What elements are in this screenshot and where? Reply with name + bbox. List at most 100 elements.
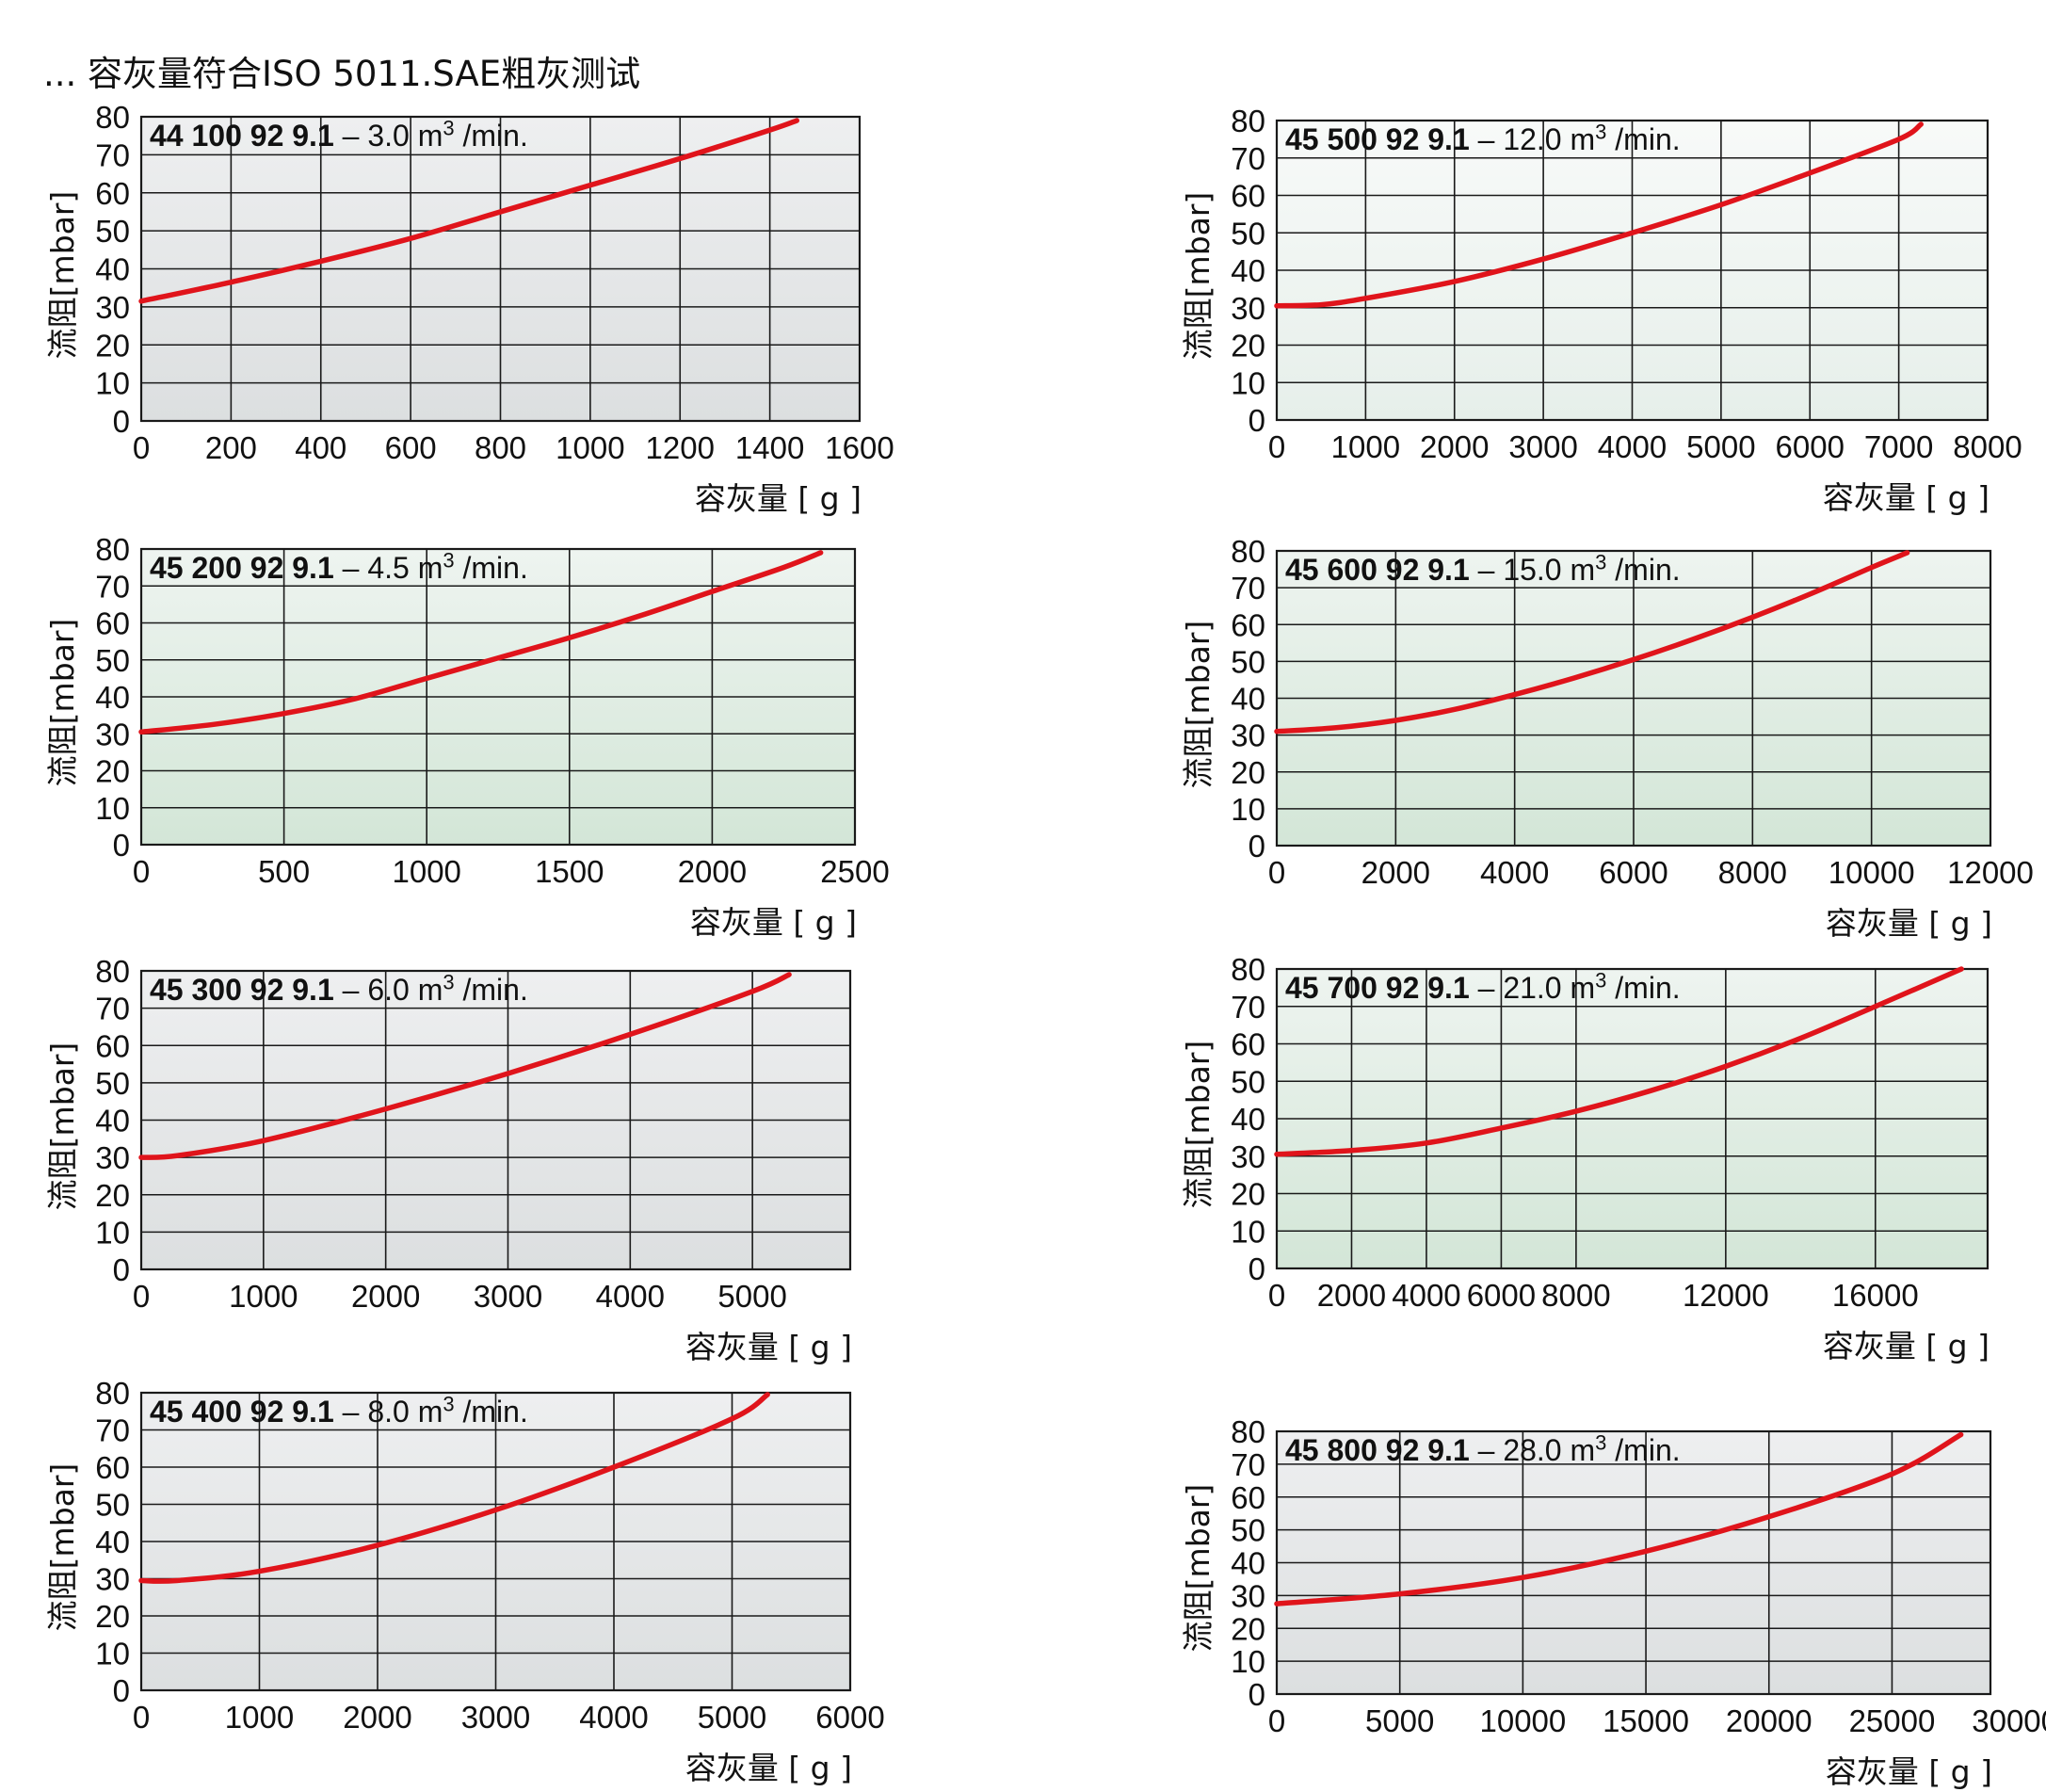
flow-rate: – 8.0 m bbox=[342, 1395, 443, 1429]
y-tick-label: 40 bbox=[95, 252, 130, 287]
x-tick-label: 16000 bbox=[1832, 1278, 1919, 1313]
unit-exponent: 3 bbox=[443, 1392, 455, 1416]
unit-exponent: 3 bbox=[1595, 968, 1607, 993]
x-tick-label: 5000 bbox=[1365, 1703, 1434, 1738]
x-tick-label: 1000 bbox=[1331, 429, 1400, 464]
x-tick-label: 2000 bbox=[1361, 855, 1430, 890]
y-tick-label: 40 bbox=[1231, 1546, 1265, 1581]
y-axis-label: 流阻[mbar] bbox=[1180, 192, 1216, 361]
unit-exponent: 3 bbox=[1595, 120, 1607, 144]
y-axis-label: 流阻[mbar] bbox=[44, 190, 81, 360]
flow-unit: /min. bbox=[454, 119, 528, 153]
y-tick-label: 70 bbox=[95, 137, 130, 172]
y-tick-label: 10 bbox=[95, 1215, 130, 1250]
pressure-curve bbox=[138, 550, 824, 735]
y-tick-label: 10 bbox=[1231, 1214, 1265, 1249]
unit-exponent: 3 bbox=[443, 548, 455, 573]
y-tick-label: 0 bbox=[1249, 1677, 1265, 1712]
x-tick-label: 1000 bbox=[556, 430, 624, 465]
flow-rate: – 6.0 m bbox=[342, 973, 443, 1007]
plot-frame bbox=[1275, 119, 1990, 422]
model-number: 45 500 92 9.1 bbox=[1285, 122, 1470, 156]
y-tick-label: 10 bbox=[1231, 365, 1265, 400]
x-tick-label: 0 bbox=[133, 1700, 150, 1735]
chart-title: 44 100 92 9.1 – 3.0 m3 /min. bbox=[150, 116, 528, 153]
unit-exponent: 3 bbox=[443, 970, 455, 994]
y-tick-label: 80 bbox=[95, 532, 130, 567]
y-tick-label: 40 bbox=[1231, 253, 1265, 288]
x-axis-label: 容灰量 [ g ] bbox=[685, 1329, 852, 1365]
y-tick-label: 60 bbox=[1231, 179, 1265, 214]
chart-title: 45 600 92 9.1 – 15.0 m3 /min. bbox=[1285, 552, 1681, 588]
y-tick-label: 0 bbox=[113, 828, 130, 863]
y-tick-label: 60 bbox=[1231, 607, 1265, 642]
flow-rate: – 12.0 m bbox=[1477, 122, 1596, 156]
y-tick-label: 20 bbox=[1231, 329, 1265, 363]
model-number: 45 800 92 9.1 bbox=[1285, 1433, 1470, 1467]
x-tick-label: 10000 bbox=[1829, 855, 1915, 890]
x-tick-label: 4000 bbox=[1480, 855, 1549, 890]
y-tick-label: 70 bbox=[95, 992, 130, 1026]
y-tick-label: 0 bbox=[1249, 829, 1265, 864]
y-tick-label: 10 bbox=[95, 791, 130, 826]
y-tick-label: 0 bbox=[113, 404, 130, 439]
x-tick-label: 5000 bbox=[1686, 429, 1755, 464]
pressure-curve bbox=[138, 1392, 770, 1584]
x-tick-label: 1000 bbox=[392, 854, 460, 889]
plot-frame bbox=[1275, 1429, 1992, 1696]
x-tick-label: 4000 bbox=[1598, 429, 1667, 464]
plot-frame bbox=[1275, 967, 1990, 1270]
model-number: 45 200 92 9.1 bbox=[150, 551, 334, 585]
x-tick-label: 4000 bbox=[1392, 1278, 1460, 1313]
y-tick-label: 30 bbox=[1231, 291, 1265, 326]
plot-frame bbox=[139, 969, 852, 1271]
y-axis-label: 流阻[mbar] bbox=[1180, 620, 1216, 789]
y-tick-label: 10 bbox=[95, 1637, 130, 1671]
y-tick-label: 50 bbox=[95, 643, 130, 678]
y-tick-label: 40 bbox=[95, 680, 130, 715]
chart-title: 45 300 92 9.1 – 6.0 m3 /min. bbox=[150, 970, 528, 1008]
x-tick-label: 4000 bbox=[579, 1700, 648, 1735]
flow-rate: – 28.0 m bbox=[1477, 1433, 1596, 1467]
x-tick-label: 8000 bbox=[1953, 429, 2022, 464]
pressure-curve bbox=[1274, 1431, 1964, 1606]
x-tick-label: 6000 bbox=[1776, 429, 1845, 464]
chart-title: 45 800 92 9.1 – 28.0 m3 /min. bbox=[1285, 1432, 1681, 1468]
y-tick-label: 70 bbox=[1231, 1447, 1265, 1482]
y-tick-label: 70 bbox=[1231, 571, 1265, 605]
y-axis-label: 流阻[mbar] bbox=[44, 1041, 81, 1211]
plot-frame bbox=[1275, 549, 1992, 848]
x-tick-label: 3000 bbox=[1508, 429, 1577, 464]
x-tick-label: 5000 bbox=[698, 1700, 766, 1735]
x-tick-label: 25000 bbox=[1849, 1703, 1936, 1738]
y-tick-label: 30 bbox=[95, 1562, 130, 1597]
x-tick-label: 600 bbox=[385, 430, 437, 465]
pressure-curve bbox=[138, 972, 792, 1160]
model-number: 45 600 92 9.1 bbox=[1285, 553, 1470, 587]
x-tick-label: 2500 bbox=[820, 854, 889, 889]
model-number: 45 700 92 9.1 bbox=[1285, 971, 1470, 1005]
chart-title: 45 500 92 9.1 – 12.0 m3 /min. bbox=[1285, 120, 1681, 157]
plot-frame bbox=[139, 547, 857, 847]
y-tick-label: 20 bbox=[1231, 1611, 1265, 1646]
unit-exponent: 3 bbox=[443, 116, 455, 140]
x-tick-label: 500 bbox=[258, 854, 310, 889]
x-tick-label: 1000 bbox=[229, 1279, 298, 1314]
flow-rate: – 15.0 m bbox=[1477, 553, 1596, 587]
model-number: 44 100 92 9.1 bbox=[150, 119, 334, 153]
y-tick-label: 50 bbox=[1231, 1513, 1265, 1548]
page-title: ... 容灰量符合ISO 5011.SAE粗灰测试 bbox=[43, 54, 641, 94]
x-tick-label: 8000 bbox=[1541, 1278, 1610, 1313]
flow-rate: – 4.5 m bbox=[342, 551, 443, 585]
x-tick-label: 12000 bbox=[1683, 1278, 1769, 1313]
x-tick-label: 0 bbox=[1268, 855, 1285, 890]
y-tick-label: 60 bbox=[95, 176, 130, 211]
x-axis-label: 容灰量 [ g ] bbox=[689, 904, 857, 941]
